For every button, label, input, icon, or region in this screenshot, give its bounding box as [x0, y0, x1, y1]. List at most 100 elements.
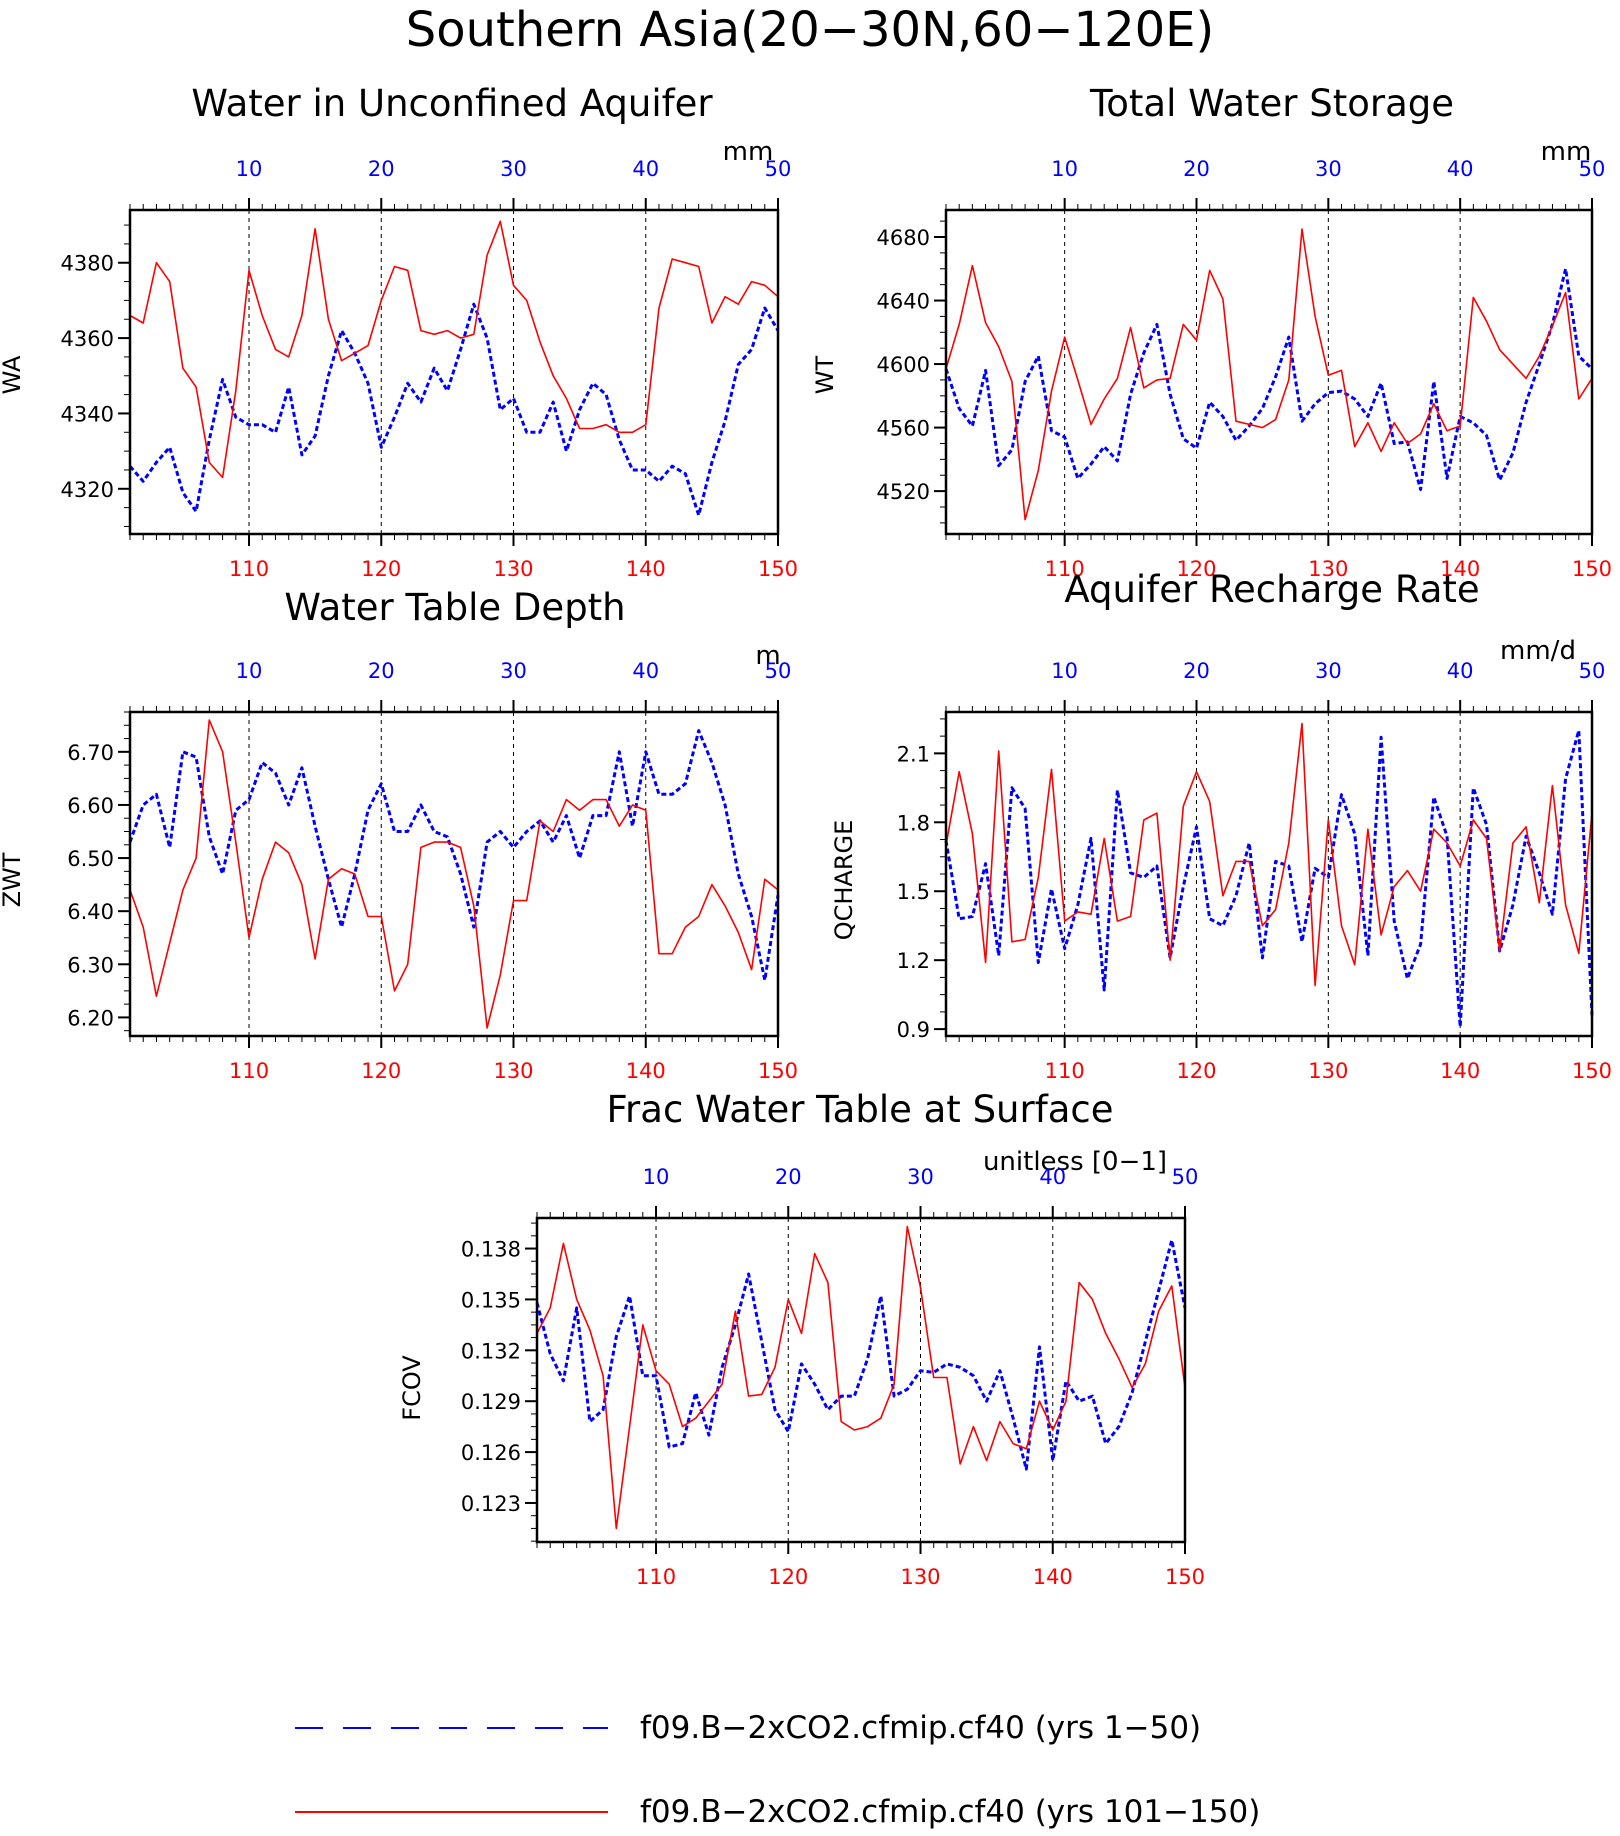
- top-x-tick-label: 40: [1039, 1165, 1066, 1189]
- bottom-x-tick-label: 130: [493, 1059, 533, 1083]
- legend-label-blue: f09.B−2xCO2.cfmip.cf40 (yrs 1−50): [640, 1710, 1201, 1746]
- y-tick-label: 0.132: [461, 1339, 521, 1363]
- bottom-x-tick-label: 130: [1308, 1059, 1348, 1083]
- y-tick-label: 6.40: [67, 900, 114, 924]
- top-x-tick-label: 10: [236, 157, 263, 181]
- panel-frac-water-table-at-surface: Frac Water Table at Surface unitless [0−…: [398, 1088, 1205, 1589]
- top-x-tick-label: 10: [1051, 157, 1078, 181]
- units-label: mm: [1541, 137, 1592, 167]
- top-x-tick-label: 40: [632, 157, 659, 181]
- bottom-x-tick-label: 150: [1572, 557, 1612, 581]
- units-label: unitless [0−1]: [983, 1147, 1167, 1177]
- top-x-tick-label: 30: [907, 1165, 934, 1189]
- panel-aquifer-recharge-rate: Aquifer Recharge Rate mm/d QCHARGE 0.9 1.…: [830, 568, 1612, 1083]
- top-x-tick-label: 10: [236, 659, 263, 683]
- legend: f09.B−2xCO2.cfmip.cf40 (yrs 1−50) f09.B−…: [295, 1710, 1260, 1830]
- y-axis-label: QCHARGE: [830, 820, 858, 941]
- bottom-x-tick-label: 130: [900, 1565, 940, 1589]
- legend-label-red: f09.B−2xCO2.cfmip.cf40 (yrs 101−150): [640, 1794, 1260, 1830]
- y-axis-label: ZWT: [0, 852, 26, 907]
- y-tick-label: 0.138: [461, 1238, 521, 1262]
- y-tick-label: 4520: [877, 480, 930, 504]
- y-tick-label: 1.8: [897, 811, 930, 835]
- bottom-x-tick-label: 150: [1165, 1565, 1205, 1589]
- y-tick-label: 0.129: [461, 1390, 521, 1414]
- y-tick-label: 0.9: [897, 1018, 930, 1042]
- bottom-x-tick-label: 110: [636, 1565, 676, 1589]
- y-tick-label: 1.2: [897, 949, 930, 973]
- bottom-x-tick-label: 110: [229, 1059, 269, 1083]
- y-tick-label: 4560: [877, 417, 930, 441]
- top-x-tick-label: 40: [1447, 659, 1474, 683]
- y-tick-label: 0.135: [461, 1288, 521, 1312]
- plot-frame: [128, 208, 780, 536]
- y-tick-label: 4340: [61, 402, 114, 426]
- y-tick-label: 4320: [61, 478, 114, 502]
- top-x-tick-label: 20: [368, 157, 395, 181]
- y-tick-label: 6.60: [67, 794, 114, 818]
- series-yrs-101-150-line: [129, 719, 779, 1029]
- bottom-x-tick-label: 150: [1572, 1059, 1612, 1083]
- y-tick-label: 6.50: [67, 847, 114, 871]
- panel-water-table-depth: Water Table Depth m ZWT 6.20 6.30 6.40 6.50…: [0, 586, 798, 1083]
- y-axis-label: FCOV: [398, 1355, 426, 1421]
- figure-title: Southern Asia(20−30N,60−120E): [406, 2, 1214, 58]
- y-tick-label: 6.20: [67, 1006, 114, 1030]
- y-tick-label: 6.30: [67, 953, 114, 977]
- y-tick-label: 4360: [61, 327, 114, 351]
- plot-frame: [128, 710, 780, 1038]
- bottom-x-tick-label: 110: [1045, 1059, 1085, 1083]
- panel-title: Water Table Depth: [284, 586, 625, 629]
- y-axis-label: WA: [0, 355, 26, 394]
- top-x-tick-label: 40: [1447, 157, 1474, 181]
- y-tick-label: 6.70: [67, 741, 114, 765]
- top-x-tick-label: 20: [368, 659, 395, 683]
- bottom-x-tick-label: 120: [1176, 1059, 1216, 1083]
- y-tick-label: 0.126: [461, 1441, 521, 1465]
- top-x-tick-label: 50: [765, 157, 792, 181]
- top-x-tick-label: 30: [1315, 659, 1342, 683]
- units-label: m: [755, 641, 780, 671]
- top-x-tick-label: 50: [1172, 1165, 1199, 1189]
- panel-title: Water in Unconfined Aquifer: [191, 82, 713, 125]
- bottom-x-tick-label: 150: [758, 1059, 798, 1083]
- top-x-tick-label: 40: [632, 659, 659, 683]
- top-x-tick-label: 20: [1183, 157, 1210, 181]
- bottom-x-tick-label: 110: [1045, 557, 1085, 581]
- panel-total-water-storage: Total Water Storage mm WT 4520 4560 4600 46…: [811, 82, 1612, 581]
- top-x-tick-label: 50: [765, 659, 792, 683]
- panel-title: Total Water Storage: [1089, 82, 1454, 125]
- top-x-tick-label: 20: [1183, 659, 1210, 683]
- series-yrs-1-50-line: [535, 1238, 1187, 1471]
- series-yrs-101-150-line: [945, 722, 1593, 987]
- series-yrs-1-50-line: [944, 728, 1594, 1029]
- panel-water-in-unconfined-aquifer: Water in Unconfined Aquifer mm WA 4320 43…: [0, 82, 798, 581]
- panel-title: Aquifer Recharge Rate: [1064, 568, 1479, 611]
- bottom-x-tick-label: 130: [1308, 557, 1348, 581]
- series-yrs-1-50-line: [128, 729, 780, 982]
- top-x-tick-label: 10: [1051, 659, 1078, 683]
- bottom-x-tick-label: 140: [1440, 1059, 1480, 1083]
- bottom-x-tick-label: 110: [229, 557, 269, 581]
- bottom-x-tick-label: 120: [768, 1565, 808, 1589]
- top-x-tick-label: 30: [500, 157, 527, 181]
- y-tick-label: 0.123: [461, 1492, 521, 1516]
- panel-title: Frac Water Table at Surface: [606, 1088, 1113, 1131]
- top-x-tick-label: 20: [775, 1165, 802, 1189]
- series-yrs-1-50-line: [128, 302, 780, 517]
- y-tick-label: 2.1: [897, 742, 930, 766]
- series-yrs-101-150-line: [945, 228, 1593, 521]
- bottom-x-tick-label: 120: [361, 1059, 401, 1083]
- top-x-tick-label: 50: [1579, 157, 1606, 181]
- series-yrs-1-50-line: [944, 267, 1594, 491]
- y-tick-label: 4600: [877, 353, 930, 377]
- plot-frame: [944, 208, 1594, 536]
- series-yrs-101-150-line: [129, 220, 779, 479]
- y-tick-label: 4680: [877, 226, 930, 250]
- y-tick-label: 4640: [877, 290, 930, 314]
- bottom-x-tick-label: 140: [626, 557, 666, 581]
- plot-frame: [944, 710, 1594, 1038]
- top-x-tick-label: 30: [1315, 157, 1342, 181]
- bottom-x-tick-label: 130: [493, 557, 533, 581]
- y-tick-label: 4380: [61, 252, 114, 276]
